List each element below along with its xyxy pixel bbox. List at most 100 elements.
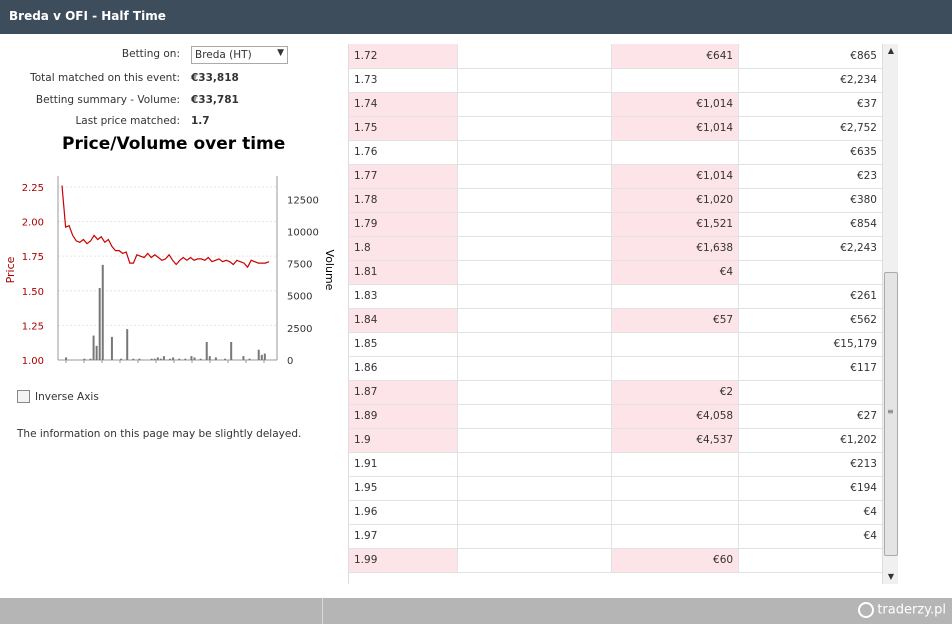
ladder-total-cell[interactable]: €562 (738, 308, 882, 333)
ladder-back-cell[interactable] (611, 356, 740, 381)
ladder-lay-cell[interactable] (457, 140, 613, 165)
betting-on-label: Betting on: (121, 48, 180, 60)
ladder-total-cell[interactable]: €27 (738, 404, 882, 429)
ladder-back-cell[interactable]: €641 (611, 44, 740, 69)
volume-bar (208, 356, 211, 360)
ladder-back-cell[interactable]: €1,014 (611, 92, 740, 117)
ladder-back-cell[interactable] (611, 332, 740, 357)
ladder-lay-cell[interactable] (457, 524, 613, 549)
ladder-total-cell[interactable]: €37 (738, 92, 882, 117)
ladder-back-cell[interactable] (611, 284, 740, 309)
ladder-lay-cell[interactable] (457, 212, 613, 237)
ladder-lay-cell[interactable] (457, 236, 613, 261)
ladder-row: 1.8 €1,638 €2,243 (349, 236, 882, 261)
volume-bar (172, 357, 175, 360)
ladder-lay-cell[interactable] (457, 500, 613, 525)
ladder-lay-cell[interactable] (457, 116, 613, 141)
scroll-up-icon[interactable]: ▲ (887, 46, 895, 55)
ladder-back-cell[interactable]: €60 (611, 548, 740, 573)
ladder-lay-cell[interactable] (457, 356, 613, 381)
ladder-price-cell: 1.72 (349, 44, 459, 69)
ladder-back-cell[interactable]: €1,020 (611, 188, 740, 213)
ladder-total-cell[interactable]: €865 (738, 44, 882, 69)
footer-bar: traderzy.pl (0, 598, 952, 624)
ladder-total-cell[interactable]: €213 (738, 452, 882, 477)
ladder-back-cell[interactable]: €1,521 (611, 212, 740, 237)
ladder-price-cell: 1.74 (349, 92, 459, 117)
ladder-total-cell[interactable]: €2,243 (738, 236, 882, 261)
ladder-lay-cell[interactable] (457, 188, 613, 213)
volume-bar (110, 336, 113, 360)
price-tick-label: 2.00 (22, 218, 44, 229)
scrollbar-thumb[interactable]: ≡ (884, 272, 898, 556)
ladder-total-cell[interactable]: €15,179 (738, 332, 882, 357)
ladder-price-cell: 1.83 (349, 284, 459, 309)
ladder-back-cell[interactable]: €57 (611, 308, 740, 333)
ladder-total-cell[interactable]: €2,234 (738, 68, 882, 93)
ladder-lay-cell[interactable] (457, 548, 613, 573)
ladder-back-cell[interactable]: €1,014 (611, 116, 740, 141)
volume-bar (138, 358, 141, 360)
ladder-back-cell[interactable] (611, 140, 740, 165)
ladder-lay-cell[interactable] (457, 44, 613, 69)
ladder-lay-cell[interactable] (457, 164, 613, 189)
ladder-lay-cell[interactable] (457, 260, 613, 285)
price-volume-chart: Price/Volume over time 2.25 2.00 1.75 1.50 1… (0, 134, 340, 374)
ladder-back-cell[interactable] (611, 524, 740, 549)
ladder-back-cell[interactable]: €4,537 (611, 428, 740, 453)
ladder-price-cell: 1.85 (349, 332, 459, 357)
ladder-lay-cell[interactable] (457, 284, 613, 309)
volume-bar (205, 342, 208, 360)
ladder-back-cell[interactable]: €2 (611, 380, 740, 405)
ladder-back-cell[interactable]: €1,014 (611, 164, 740, 189)
ladder-total-cell[interactable]: €4 (738, 524, 882, 549)
volume-bar (101, 264, 104, 360)
ladder-total-cell[interactable] (738, 380, 882, 405)
vertical-scrollbar[interactable]: ▲ ≡ ▼ (882, 44, 898, 584)
betting-summary-row: Betting summary - Volume: €33,781 (0, 92, 340, 110)
ladder-back-cell[interactable] (611, 500, 740, 525)
ladder-total-cell[interactable]: €635 (738, 140, 882, 165)
ladder-total-cell[interactable]: €23 (738, 164, 882, 189)
price-tick-label: 1.50 (22, 287, 44, 298)
ladder-lay-cell[interactable] (457, 404, 613, 429)
last-price-label: Last price matched: (75, 115, 180, 127)
ladder-total-cell[interactable]: €4 (738, 500, 882, 525)
ladder-row: 1.99 €60 (349, 548, 882, 573)
ladder-total-cell[interactable]: €854 (738, 212, 882, 237)
volume-tick-label: 10000 (287, 227, 319, 238)
ladder-total-cell[interactable]: €117 (738, 356, 882, 381)
ladder-total-cell[interactable]: €380 (738, 188, 882, 213)
ladder-lay-cell[interactable] (457, 380, 613, 405)
ladder-lay-cell[interactable] (457, 68, 613, 93)
volume-bar (162, 356, 165, 360)
market-info-panel: Betting on: Breda (HT) ▼ Total matched o… (0, 34, 340, 598)
ladder-lay-cell[interactable] (457, 476, 613, 501)
ladder-lay-cell[interactable] (457, 428, 613, 453)
volume-bar (193, 357, 196, 360)
ladder-price-cell: 1.76 (349, 140, 459, 165)
ladder-back-cell[interactable] (611, 476, 740, 501)
ladder-total-cell[interactable]: €1,202 (738, 428, 882, 453)
ladder-back-cell[interactable] (611, 452, 740, 477)
ladder-total-cell[interactable]: €2,752 (738, 116, 882, 141)
ladder-back-cell[interactable]: €1,638 (611, 236, 740, 261)
ladder-price-cell: 1.8 (349, 236, 459, 261)
ladder-back-cell[interactable]: €4,058 (611, 404, 740, 429)
ladder-back-cell[interactable] (611, 68, 740, 93)
ladder-price-cell: 1.84 (349, 308, 459, 333)
ladder-lay-cell[interactable] (457, 452, 613, 477)
price-ladder: 1.72 €641 €865 1.73 €2,234 1.74 €1,014 €37 1.75 €… (348, 44, 882, 584)
ladder-lay-cell[interactable] (457, 92, 613, 117)
ladder-lay-cell[interactable] (457, 332, 613, 357)
ladder-total-cell[interactable] (738, 260, 882, 285)
betting-on-select[interactable]: Breda (HT) ▼ (191, 46, 288, 64)
ladder-lay-cell[interactable] (457, 308, 613, 333)
price-tick-label: 2.25 (22, 183, 44, 194)
ladder-total-cell[interactable] (738, 548, 882, 573)
ladder-back-cell[interactable]: €4 (611, 260, 740, 285)
ladder-total-cell[interactable]: €261 (738, 284, 882, 309)
inverse-axis-checkbox[interactable] (17, 390, 30, 403)
ladder-total-cell[interactable]: €194 (738, 476, 882, 501)
scroll-down-icon[interactable]: ▼ (887, 572, 895, 581)
